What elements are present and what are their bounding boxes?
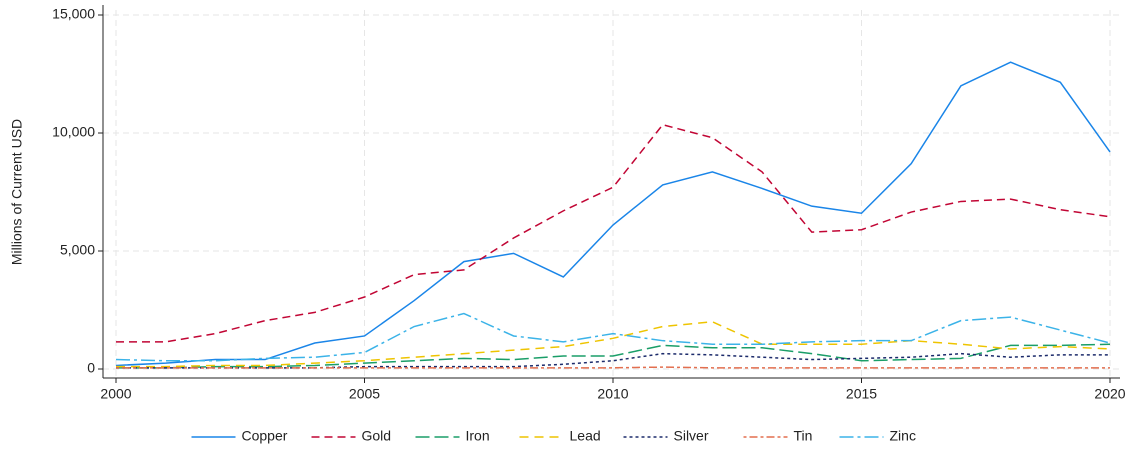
- legend-label: Iron: [466, 428, 490, 444]
- y-tick-label: 10,000: [52, 124, 95, 140]
- series-line: [116, 366, 1110, 369]
- series-line: [115, 312, 1111, 362]
- x-tick-label: 2010: [597, 386, 628, 402]
- legend-label: Zinc: [890, 428, 916, 444]
- legend-label: Silver: [674, 428, 709, 444]
- legend-label: Copper: [242, 428, 288, 444]
- series-line: [116, 343, 1111, 369]
- series-line: [116, 352, 1110, 369]
- legend-label: Gold: [362, 428, 392, 444]
- y-axis-label: Millions of Current USD: [9, 119, 25, 265]
- legend-label: Tin: [794, 428, 813, 444]
- series-line: [116, 321, 1111, 368]
- series-line: [115, 61, 1111, 367]
- x-tick-label: 2000: [100, 386, 131, 402]
- x-tick-label: 2005: [349, 386, 380, 402]
- y-tick-label: 5,000: [60, 242, 95, 258]
- y-tick-label: 15,000: [52, 6, 95, 22]
- x-tick-label: 2020: [1094, 386, 1125, 402]
- x-tick-label: 2015: [846, 386, 877, 402]
- y-tick-label: 0: [87, 360, 95, 376]
- legend-label: Lead: [570, 428, 601, 444]
